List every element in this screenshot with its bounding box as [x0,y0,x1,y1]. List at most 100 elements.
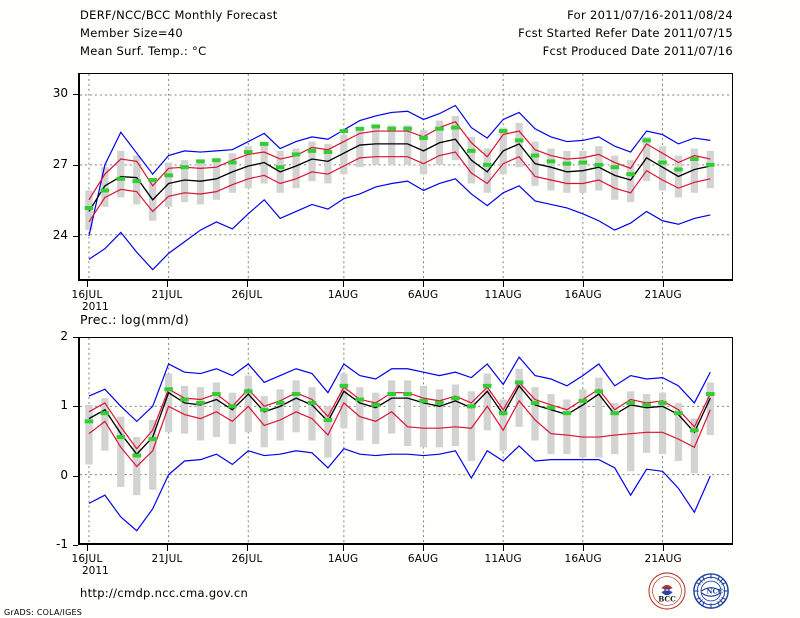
spread-bar [212,160,221,200]
median-marker [164,387,173,392]
x-axis-tick-label: 1AUG [327,553,359,565]
median-marker [594,389,604,394]
spread-bar [451,384,460,446]
median-marker [132,179,142,184]
spread-bar [212,382,221,438]
forecast-range-label: For 2011/07/16-2011/08/24 [567,8,733,22]
x-axis-tick [423,281,425,287]
x-axis-year-label: 2011 [82,301,109,313]
spread-bar [706,382,714,436]
spread-bar [388,380,396,434]
member-size-label: Member Size=40 [80,26,184,40]
median-marker [562,411,572,416]
median-marker [498,411,508,416]
median-marker [403,126,412,131]
median-marker [212,392,221,397]
ncc-logo-text: NCC [706,587,723,595]
median-marker [148,437,157,442]
median-marker [180,397,189,402]
median-marker [100,411,110,416]
spread-bar [244,375,252,433]
x-axis-tick [87,281,88,287]
y-axis-tick [73,94,78,96]
median-marker [275,400,285,405]
series-line [88,356,711,423]
median-marker [451,396,460,401]
series-line [88,381,711,450]
median-marker [419,136,428,141]
spread-bar [356,127,364,168]
median-marker [546,405,556,410]
x-axis-tick-label: 6AUG [407,289,439,301]
x-axis-tick [87,545,88,551]
x-axis-tick-label: 1AUG [327,289,359,301]
website-url[interactable]: http://cmdp.ncc.cma.gov.cn [80,586,249,600]
spread-bar [164,162,173,207]
median-marker [578,398,588,403]
precipitation-plot-canvas [80,338,732,543]
median-marker [323,150,333,155]
x-axis-tick [663,281,665,287]
x-axis-tick [583,281,585,287]
x-axis-tick-label: 16AUG [564,289,602,301]
spread-bar [690,148,699,193]
median-marker [259,407,269,412]
spread-bar [642,136,651,182]
median-marker [275,165,285,170]
median-marker [355,126,365,131]
y-axis-tick-label: 1 [60,398,68,413]
x-axis-year-label: 2011 [82,565,109,577]
median-marker [116,435,126,440]
forecast-start-label: Fcst Started Refer Date 2011/07/15 [518,26,733,40]
median-marker [626,400,635,405]
chart-title: DERF/NCC/BCC Monthly Forecast [80,8,278,22]
temperature-plot-canvas [80,74,732,279]
spread-bar [483,148,491,193]
spread-bar [595,377,603,458]
median-marker [498,129,508,134]
spread-bar [595,146,603,191]
median-marker [371,402,381,407]
median-marker [291,392,301,397]
x-axis-tick [423,545,425,551]
median-marker [705,392,715,397]
x-axis-tick-label: 11AUG [484,553,522,565]
spread-bar [658,392,667,455]
x-axis-tick-label: 16JUL [71,289,103,301]
series-line [88,104,711,237]
grads-credit: GrADS: COLA/IGES [4,608,83,617]
ncc-logo: NCC [692,572,730,610]
spread-bar [626,391,635,472]
series-line [88,178,711,271]
x-axis-tick [343,281,345,287]
spread-bar [244,146,252,189]
x-axis-tick-label: 21AUG [644,553,682,565]
median-marker [658,400,667,405]
median-marker [243,150,253,155]
spread-bar [308,387,316,441]
spread-bar [228,153,236,193]
spread-bar [499,399,507,451]
spread-bar [196,160,205,205]
variable-label-prec: Prec.: log(mm/d) [80,312,190,327]
median-marker [610,411,620,416]
x-axis-tick-label: 6AUG [407,553,439,565]
spread-bar [372,392,380,444]
spread-bar [117,150,125,198]
median-marker [132,453,142,458]
spread-bar [547,394,555,455]
median-marker [212,158,221,163]
x-axis-tick [247,281,249,287]
spread-bar [85,404,93,465]
y-axis-tick-label: 24 [52,228,68,243]
spread-bar [340,134,348,175]
median-marker [546,159,556,164]
y-axis-tick [73,165,78,167]
spread-bar [196,387,205,441]
median-marker [674,411,683,416]
median-marker [642,402,651,407]
spread-bar [101,398,109,451]
x-axis-tick-label: 11AUG [484,289,522,301]
median-marker [467,148,476,153]
spread-bar [658,146,667,191]
